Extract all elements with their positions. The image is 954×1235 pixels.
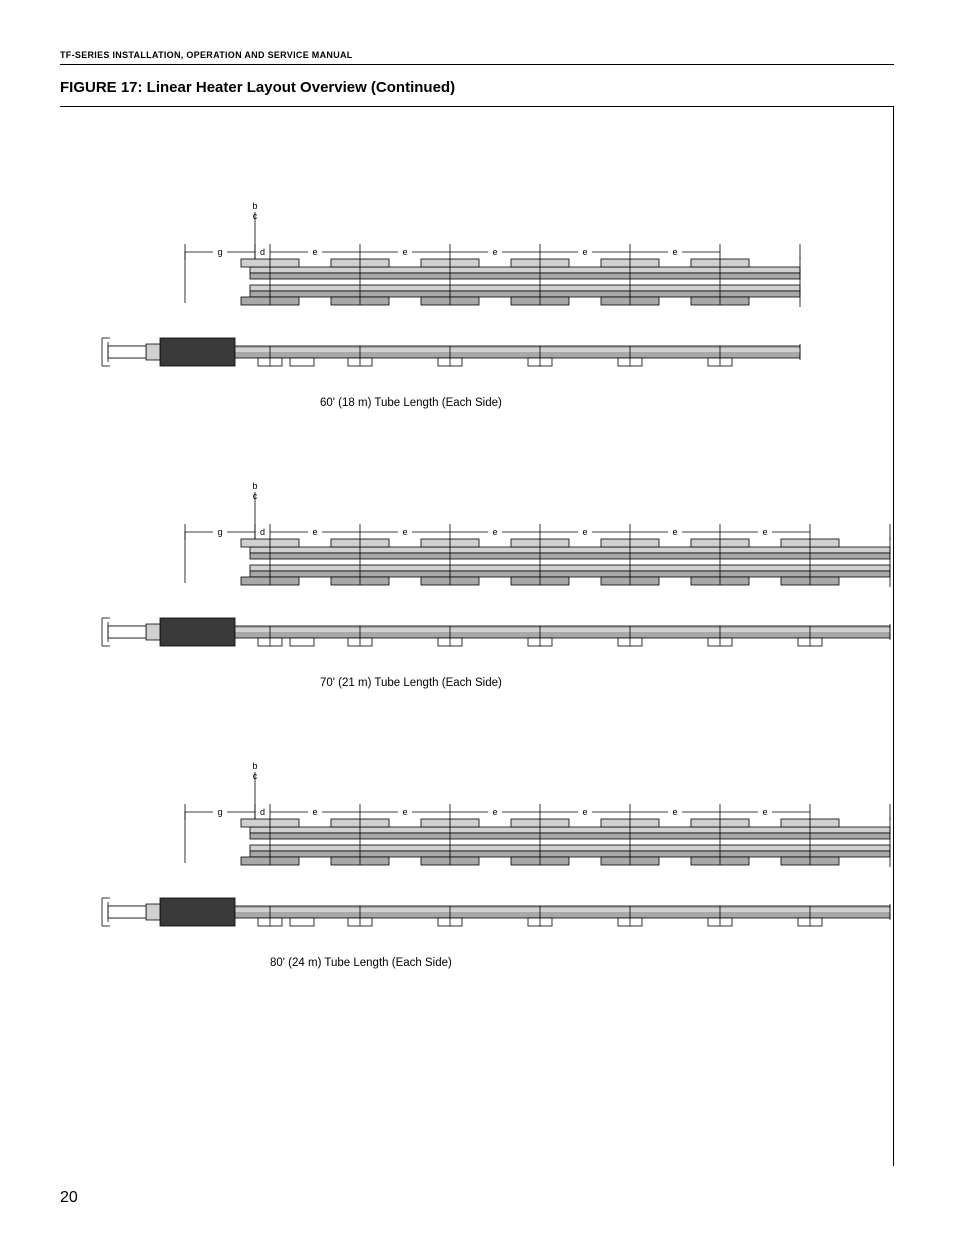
figure-container: bcgdeeeeef 60' (18 m) Tube Length (Each …	[60, 106, 894, 1166]
heater-layout-svg: bcgdeeeeeef	[100, 447, 910, 667]
diagram-80ft: bcgdeeeeeef 80' (24 m) Tube Length (Each…	[70, 727, 883, 1007]
figure-title: FIGURE 17: Linear Heater Layout Overview…	[60, 79, 894, 96]
manual-header: TF-SERIES INSTALLATION, OPERATION AND SE…	[60, 50, 894, 60]
svg-text:e: e	[762, 807, 767, 817]
svg-text:e: e	[582, 247, 587, 257]
heater-layout-svg: bcgdeeeeef	[100, 167, 820, 387]
diagram-70ft: bcgdeeeeeef 70' (21 m) Tube Length (Each…	[70, 447, 883, 727]
svg-text:e: e	[402, 807, 407, 817]
svg-text:e: e	[402, 247, 407, 257]
page-number: 20	[60, 1189, 78, 1207]
svg-text:e: e	[312, 247, 317, 257]
svg-text:e: e	[672, 247, 677, 257]
diagram-caption: 80' (24 m) Tube Length (Each Side)	[270, 957, 452, 969]
diagram-caption: 70' (21 m) Tube Length (Each Side)	[320, 677, 502, 689]
svg-text:d: d	[260, 527, 265, 537]
svg-text:e: e	[672, 527, 677, 537]
svg-text:b: b	[252, 481, 257, 491]
svg-text:e: e	[582, 527, 587, 537]
svg-text:e: e	[492, 807, 497, 817]
svg-text:d: d	[260, 247, 265, 257]
svg-text:e: e	[762, 527, 767, 537]
svg-text:e: e	[582, 807, 587, 817]
svg-text:e: e	[492, 247, 497, 257]
svg-text:d: d	[260, 807, 265, 817]
diagram-caption: 60' (18 m) Tube Length (Each Side)	[320, 397, 502, 409]
svg-text:e: e	[312, 527, 317, 537]
diagram-60ft: bcgdeeeeef 60' (18 m) Tube Length (Each …	[70, 167, 883, 447]
header-rule	[60, 64, 894, 65]
svg-text:e: e	[312, 807, 317, 817]
svg-text:g: g	[217, 807, 222, 817]
svg-text:e: e	[672, 807, 677, 817]
svg-text:b: b	[252, 761, 257, 771]
svg-text:e: e	[492, 527, 497, 537]
svg-text:b: b	[252, 201, 257, 211]
svg-text:g: g	[217, 247, 222, 257]
svg-text:g: g	[217, 527, 222, 537]
svg-text:e: e	[402, 527, 407, 537]
heater-layout-svg: bcgdeeeeeef	[100, 727, 910, 947]
